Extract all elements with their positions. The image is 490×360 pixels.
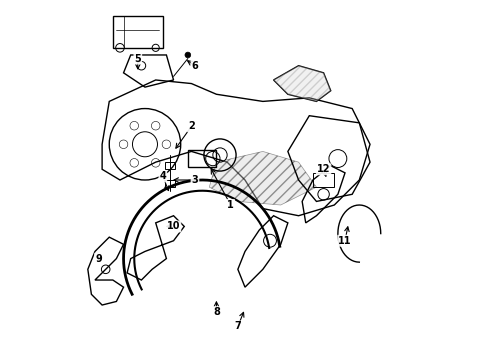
Polygon shape — [209, 152, 317, 205]
Bar — [165, 162, 175, 169]
Text: 7: 7 — [235, 321, 241, 332]
Text: 9: 9 — [95, 253, 102, 264]
Text: 3: 3 — [192, 175, 198, 185]
Text: 8: 8 — [213, 307, 220, 317]
Text: 10: 10 — [167, 221, 180, 231]
Bar — [165, 180, 175, 187]
Bar — [313, 173, 334, 187]
Bar — [113, 16, 163, 48]
Circle shape — [185, 52, 191, 58]
Text: 4: 4 — [159, 171, 166, 181]
Text: 6: 6 — [192, 61, 198, 71]
Text: 11: 11 — [338, 236, 352, 246]
Text: 12: 12 — [317, 164, 330, 174]
Text: 5: 5 — [134, 54, 141, 64]
Bar — [188, 150, 217, 167]
Polygon shape — [273, 66, 331, 102]
Text: 2: 2 — [188, 121, 195, 131]
Text: 1: 1 — [227, 200, 234, 210]
